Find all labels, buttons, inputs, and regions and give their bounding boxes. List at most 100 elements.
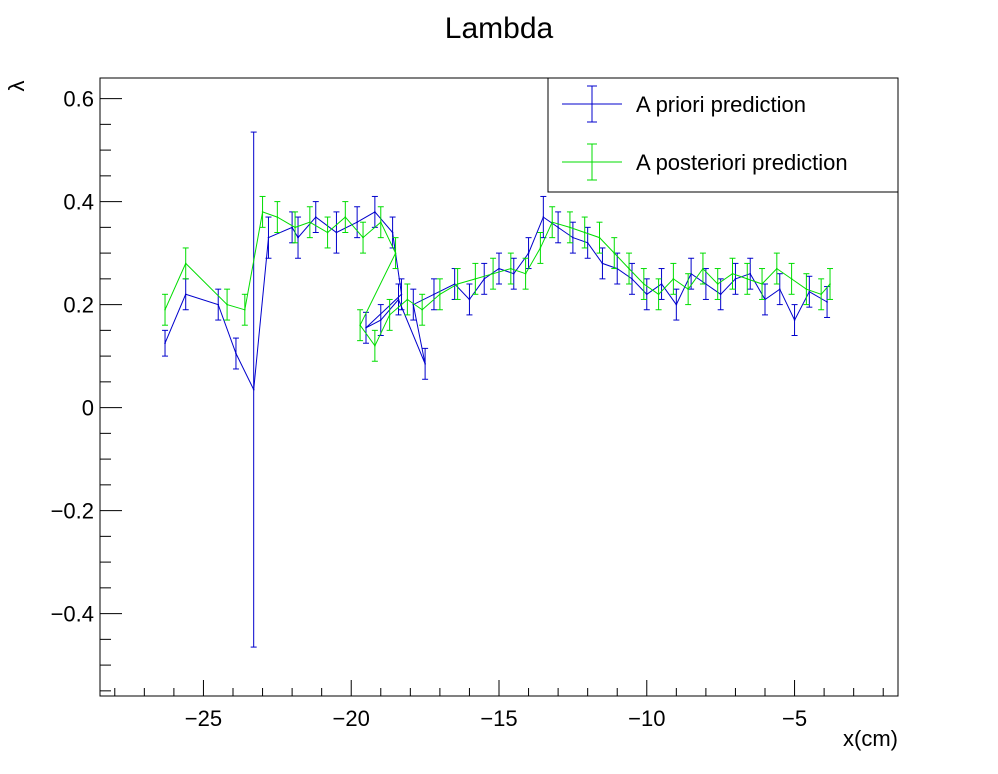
data-point <box>527 252 530 254</box>
data-point <box>510 267 512 270</box>
data-point <box>498 267 500 270</box>
data-point <box>365 326 367 329</box>
data-point <box>808 290 811 293</box>
data-point <box>829 283 831 285</box>
data-point <box>660 283 663 285</box>
y-tick-label: 0 <box>82 396 94 421</box>
data-point <box>557 226 559 229</box>
data-point <box>793 319 796 321</box>
data-point <box>309 221 311 223</box>
data-point <box>397 298 400 301</box>
data-point <box>719 293 722 296</box>
series-line <box>164 211 828 392</box>
data-point <box>235 352 237 355</box>
y-tick-label: 0.6 <box>63 87 94 112</box>
data-point <box>539 247 542 249</box>
data-point <box>583 231 586 234</box>
y-axis-label: λ <box>4 81 29 92</box>
data-point <box>483 278 486 280</box>
data-point <box>164 342 166 345</box>
data-point <box>362 236 364 239</box>
data-point <box>379 221 382 223</box>
data-point <box>297 236 299 239</box>
data-point <box>184 293 187 296</box>
data-point <box>628 267 630 270</box>
data-point <box>217 303 220 306</box>
data-point <box>613 252 616 254</box>
data-point <box>424 363 426 365</box>
data-point <box>294 226 296 229</box>
y-tick-label: 0.4 <box>63 190 94 215</box>
data-point <box>379 319 382 321</box>
data-point <box>826 301 828 303</box>
data-point <box>776 267 778 270</box>
data-point <box>761 283 763 285</box>
data-point <box>456 283 459 285</box>
legend-label-a-posteriori: A posteriori prediction <box>636 150 848 175</box>
data-point <box>394 252 397 254</box>
data-point <box>746 278 749 280</box>
data-point <box>468 298 471 301</box>
data-point <box>702 267 704 270</box>
x-tick-label: −15 <box>480 706 517 731</box>
data-point <box>551 221 553 223</box>
data-point <box>731 272 734 275</box>
data-point <box>675 303 678 306</box>
data-point <box>439 293 441 296</box>
data-point <box>164 308 166 311</box>
data-point <box>524 272 527 275</box>
legend-label-a-priori: A priori prediction <box>636 92 806 117</box>
legend-entry-a-priori: A priori prediction <box>562 85 806 123</box>
axis-ticks: −25 −20 −15 −10 −5 −0.4 −0.2 0 0.2 0.4 0.6 <box>51 87 884 731</box>
data-point <box>356 221 358 223</box>
data-point <box>335 231 338 234</box>
data-point <box>291 226 293 229</box>
data-point <box>359 324 361 327</box>
series-a-posteriori <box>162 195 834 362</box>
data-point <box>492 272 494 275</box>
legend-entry-a-posteriori: A posteriori prediction <box>562 143 848 181</box>
data-point <box>778 288 781 290</box>
data-point <box>314 216 317 218</box>
legend: A priori prediction A posteriori predict… <box>547 77 899 193</box>
data-point <box>805 288 808 290</box>
data-point <box>276 216 279 218</box>
x-tick-label: −5 <box>782 706 807 731</box>
data-point <box>344 216 347 218</box>
data-point <box>716 283 719 285</box>
data-point <box>734 278 737 280</box>
data-point <box>820 293 822 296</box>
y-tick-label: −0.2 <box>51 499 94 524</box>
data-point <box>252 388 255 391</box>
data-point <box>643 283 645 285</box>
data-point <box>184 262 187 265</box>
data-point <box>326 231 329 234</box>
data-point <box>542 216 545 218</box>
x-tick-label: −20 <box>333 706 370 731</box>
data-point <box>374 211 376 213</box>
data-point <box>586 242 589 244</box>
x-axis-label: x(cm) <box>843 726 898 751</box>
data-point <box>400 293 403 296</box>
data-point <box>749 272 752 275</box>
data-point <box>601 262 604 265</box>
data-point <box>374 345 376 347</box>
series-layer <box>162 131 834 648</box>
data-point <box>261 211 264 213</box>
data-point <box>474 278 477 280</box>
data-point <box>433 293 435 296</box>
legend-box <box>547 77 899 193</box>
data-point <box>572 236 574 239</box>
data-point <box>391 231 394 234</box>
data-point <box>388 314 391 316</box>
data-point <box>569 226 571 229</box>
data-point <box>790 278 793 280</box>
y-tick-label: 0.2 <box>63 293 94 318</box>
data-point <box>631 278 633 280</box>
data-point <box>672 278 675 280</box>
x-tick-label: −25 <box>185 706 222 731</box>
data-point <box>421 308 423 311</box>
data-point <box>453 283 456 285</box>
x-tick-label: −10 <box>628 706 665 731</box>
